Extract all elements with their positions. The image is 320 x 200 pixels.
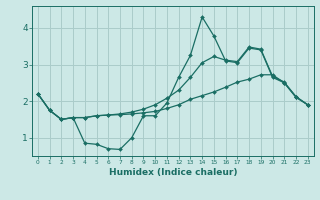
X-axis label: Humidex (Indice chaleur): Humidex (Indice chaleur) xyxy=(108,168,237,177)
